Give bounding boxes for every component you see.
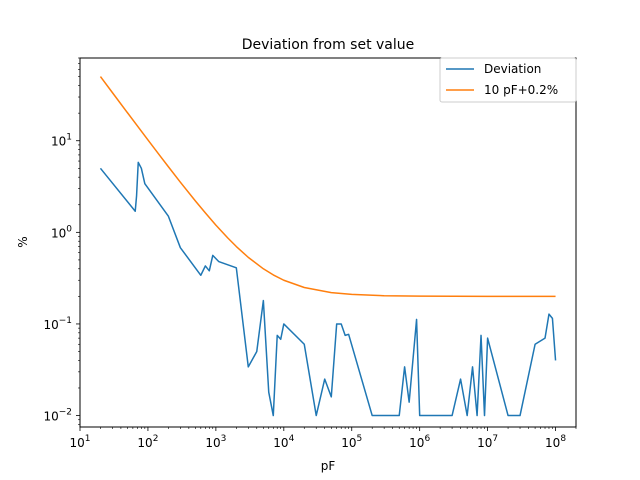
y-tick-label: 10−2 xyxy=(43,408,72,424)
x-tick-label: 101 xyxy=(69,434,90,450)
legend-label-1: 10 pF+0.2% xyxy=(484,83,558,97)
x-tick-label: 107 xyxy=(477,434,498,450)
x-tick-label: 106 xyxy=(409,434,430,450)
x-tick-label: 104 xyxy=(273,434,294,450)
x-tick-label: 102 xyxy=(137,434,158,450)
chart-title: Deviation from set value xyxy=(242,37,415,53)
y-tick-label: 100 xyxy=(51,224,72,240)
y-axis-label: % xyxy=(16,236,30,247)
x-axis: 101 102 103 104 105 106 107 108 xyxy=(69,427,577,450)
y-tick-label: 101 xyxy=(51,133,72,149)
legend: Deviation 10 pF+0.2% xyxy=(439,57,577,103)
plot-frame xyxy=(79,57,577,428)
y-axis: 10−2 10−1 100 101 xyxy=(43,57,80,425)
series-line-0 xyxy=(99,161,557,417)
x-tick-label: 108 xyxy=(545,434,566,450)
series-line-1 xyxy=(99,76,556,298)
x-axis-label: pF xyxy=(321,459,336,473)
y-tick-label: 10−1 xyxy=(43,316,72,332)
x-tick-label: 105 xyxy=(341,434,362,450)
plot-area xyxy=(99,76,557,417)
legend-label-0: Deviation xyxy=(484,62,541,76)
x-tick-label: 103 xyxy=(205,434,226,450)
